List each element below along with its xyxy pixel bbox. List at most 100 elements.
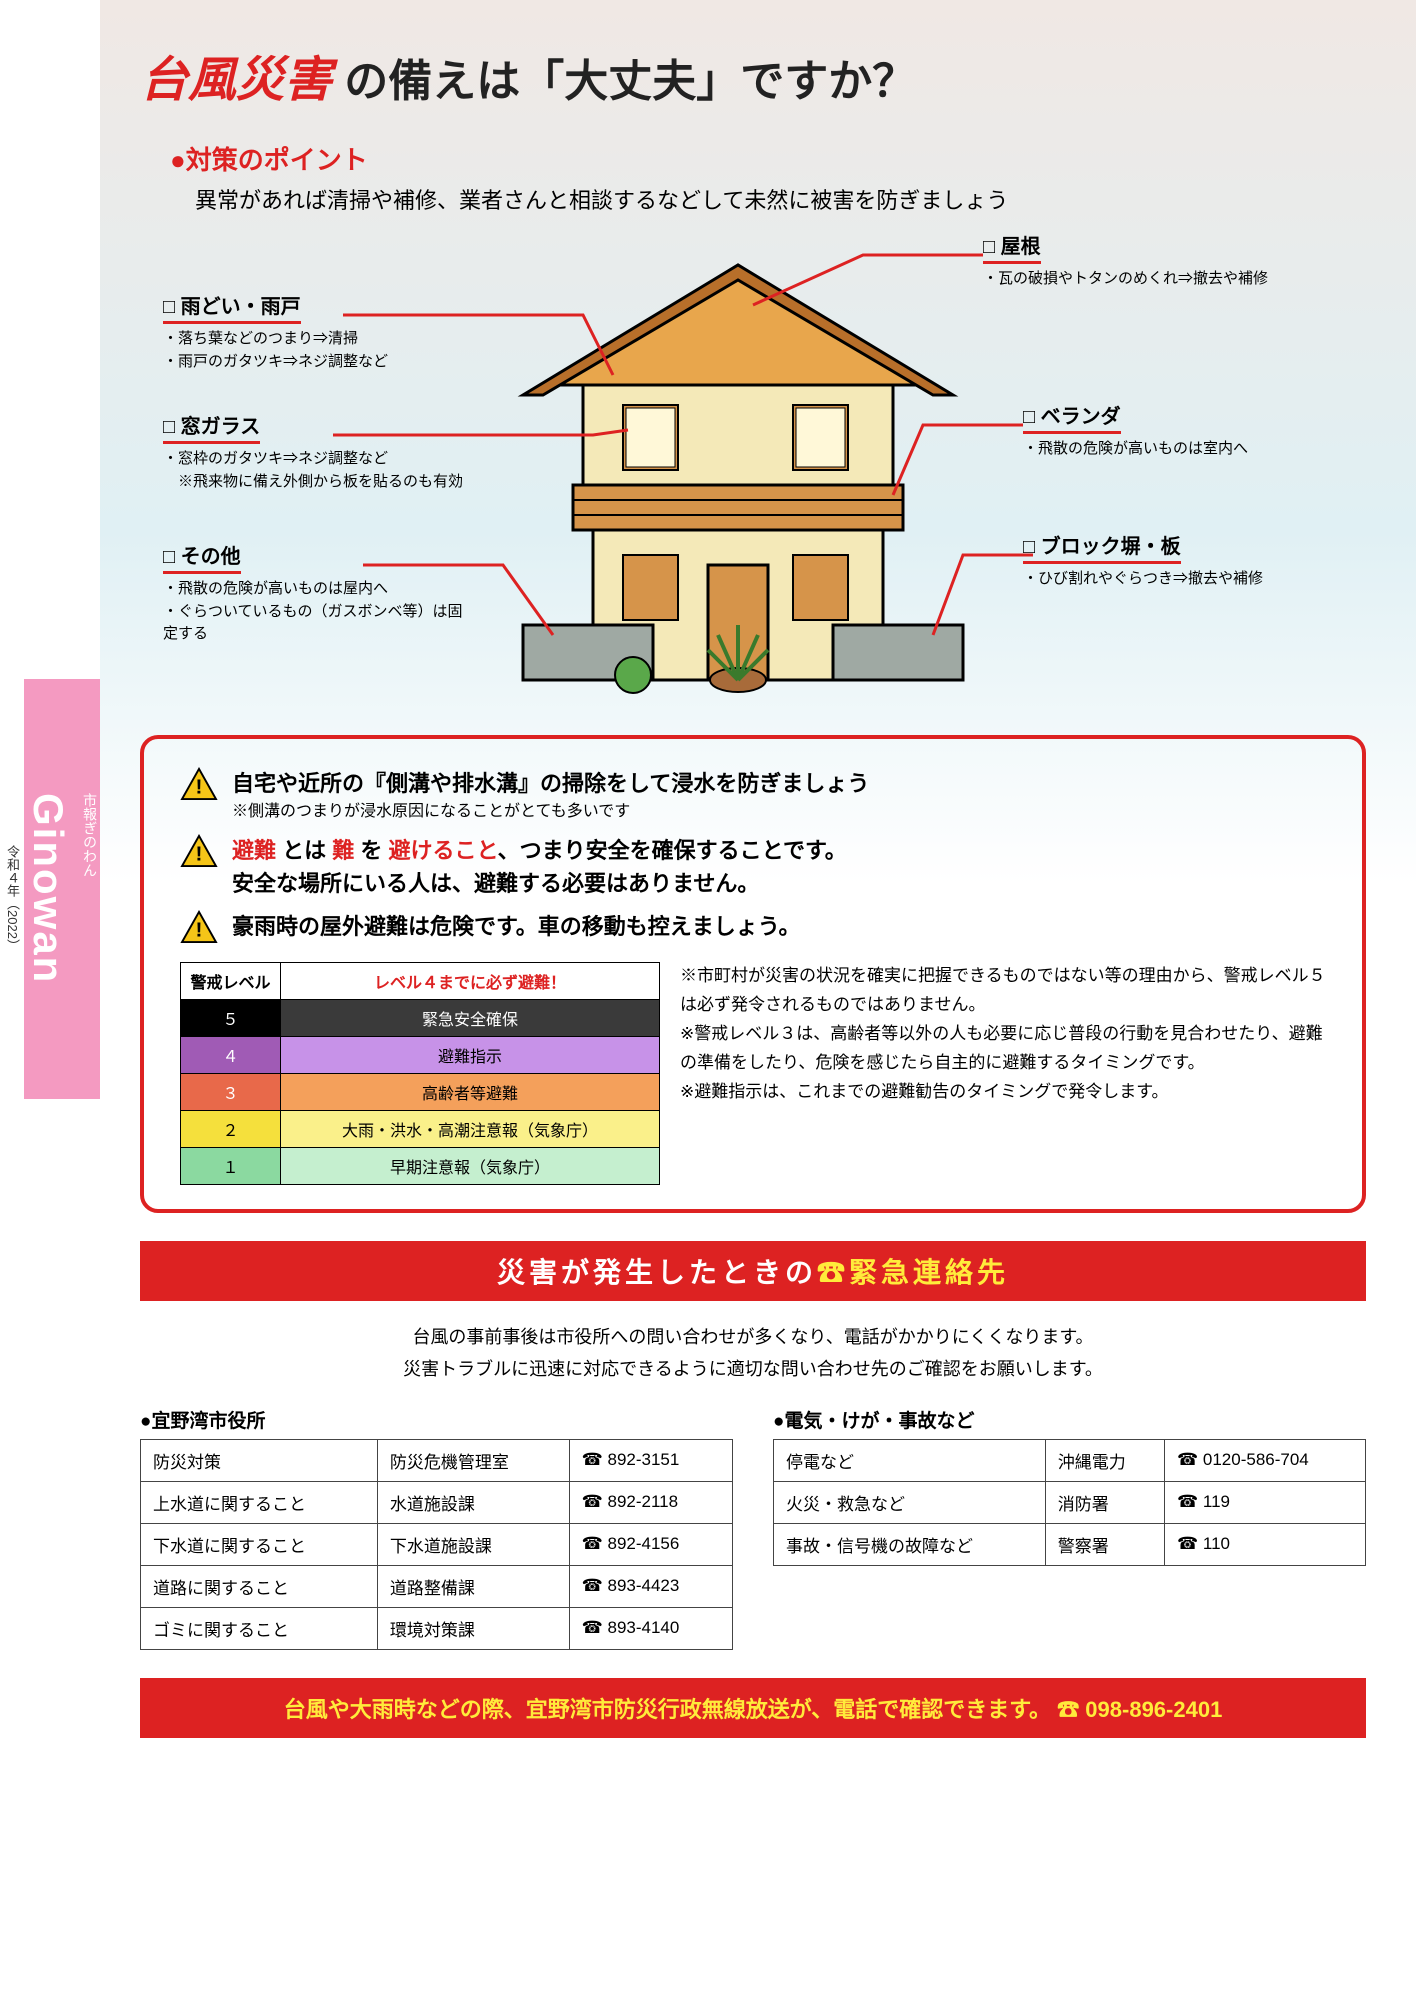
contact-topic: 火災・救急など (774, 1481, 1046, 1523)
page-title: 台風災害 の備えは「大丈夫」ですか？ (140, 40, 1366, 110)
level-num: ４ (181, 1037, 281, 1074)
sidebar-brand: Ginowan (24, 793, 72, 984)
house-icon (493, 255, 983, 705)
bottom-text: 台風や大雨時などの際、宜野湾市防災行政無線放送が、電話で確認できます。 (284, 1697, 1051, 1722)
contacts-right-table: 停電など沖縄電力☎ 0120-586-704 火災・救急など消防署☎ 119 事故・… (773, 1439, 1366, 1566)
contact-tel: ☎ 119 (1165, 1481, 1366, 1523)
level-text: 大雨・洪水・高潮注意報（気象庁） (281, 1111, 660, 1148)
callout-veranda: □ ベランダ ・飛散の危険が高いものは室内へ (1023, 400, 1333, 461)
level-num: ２ (181, 1111, 281, 1148)
level-num: １ (181, 1148, 281, 1185)
emergency-note: 台風の事前事後は市役所への問い合わせが多くなり、電話がかかりにくくなります。 災… (140, 1321, 1366, 1386)
contact-tel: ☎ 0120-586-704 (1165, 1439, 1366, 1481)
title-highlight: 台風災害 (140, 54, 332, 107)
issue-no: ７月号 No.724 (0, 845, 1, 952)
svg-text:!: ! (196, 842, 203, 865)
svg-text:!: ! (196, 918, 203, 941)
sidebar-issue: 令和４年（2022） ７月号 No.724 (0, 845, 24, 952)
contact-dept: 沖縄電力 (1045, 1439, 1164, 1481)
contact-dept: 水道施設課 (377, 1481, 569, 1523)
bottom-bar: 台風や大雨時などの際、宜野湾市防災行政無線放送が、電話で確認できます。 ☎ 09… (140, 1678, 1366, 1738)
level-text: 早期注意報（気象庁） (281, 1148, 660, 1185)
alert-1-sub: ※側溝のつまりが浸水原因になることがとても多いです (232, 800, 869, 824)
contact-tel: ☎ 892-4156 (569, 1523, 732, 1565)
warning-icon: ! (180, 910, 218, 944)
level-hdr-l: 警戒レベル (181, 963, 281, 1000)
points-heading: ●対策のポイント (170, 140, 1366, 177)
contact-dept: 消防署 (1045, 1481, 1164, 1523)
callout-gutter-body: ・落ち葉などのつまり⇒清掃 ・雨戸のガタツキ⇒ネジ調整など (163, 328, 463, 373)
contact-tel: ☎ 893-4140 (569, 1607, 732, 1649)
alert-2: ! 避難 とは 難 を 避けること、つまり安全を確保することです。 安全な場所に… (180, 834, 1326, 900)
callout-veranda-body: ・飛散の危険が高いものは室内へ (1023, 438, 1333, 461)
contact-topic: 道路に関すること (141, 1565, 378, 1607)
callout-block-body: ・ひび割れやぐらつき⇒撤去や補修 (1023, 568, 1333, 591)
contact-topic: 下水道に関すること (141, 1523, 378, 1565)
callout-glass-head: □ 窓ガラス (163, 410, 260, 444)
callout-other-head: □ その他 (163, 540, 241, 574)
issue-year: 令和４年（2022） (1, 845, 24, 952)
contact-topic: ゴミに関すること (141, 1607, 378, 1649)
contact-tel: ☎ 892-2118 (569, 1481, 732, 1523)
points-sub: 異常があれば清掃や補修、業者さんと相談するなどして未然に被害を防ぎましょう (195, 183, 1366, 215)
contacts-left: ●宜野湾市役所 防災対策防災危機管理室☎ 892-3151 上水道に関すること水道… (140, 1406, 733, 1650)
sidebar: 市報ぎのわん Ginowan 令和４年（2022） ７月号 No.724 ■ 編… (0, 0, 100, 1768)
contacts: ●宜野湾市役所 防災対策防災危機管理室☎ 892-3151 上水道に関すること水道… (140, 1406, 1366, 1650)
level-text: 高齢者等避難 (281, 1074, 660, 1111)
contact-topic: 防災対策 (141, 1439, 378, 1481)
emergency-bar: 災害が発生したときの☎緊急連絡先 (140, 1241, 1366, 1301)
alert-1: ! 自宅や近所の『側溝や排水溝』の掃除をして浸水を防ぎましょう ※側溝のつまりが… (180, 767, 1326, 824)
alert-3-text: 豪雨時の屋外避難は危険です。車の移動も控えましょう。 (232, 910, 800, 943)
callout-roof-head: □ 屋根 (983, 230, 1041, 264)
level-table: 警戒レベルレベル４までに必ず避難！ ５緊急安全確保４避難指示３高齢者等避難２大雨… (180, 962, 660, 1185)
callout-block-head: □ ブロック塀・板 (1023, 530, 1181, 564)
callout-glass: □ 窓ガラス ・窓枠のガタツキ⇒ネジ調整など ※飛来物に備え外側から板を貼るのも… (163, 410, 483, 493)
contact-tel: ☎ 893-4423 (569, 1565, 732, 1607)
level-num: ５ (181, 1000, 281, 1037)
title-rest: の備えは「大丈夫」ですか？ (332, 57, 916, 106)
level-notes: ※市町村が災害の状況を確実に把握できるものではない等の理由から、警戒レベル５は必… (680, 962, 1326, 1185)
callout-glass-body: ・窓枠のガタツキ⇒ネジ調整など ※飛来物に備え外側から板を貼るのも有効 (163, 448, 483, 493)
contact-dept: 道路整備課 (377, 1565, 569, 1607)
svg-text:!: ! (196, 775, 203, 798)
alert-box: ! 自宅や近所の『側溝や排水溝』の掃除をして浸水を防ぎましょう ※側溝のつまりが… (140, 735, 1366, 1213)
contact-dept: 警察署 (1045, 1523, 1164, 1565)
house-diagram: □ 屋根 ・瓦の破損やトタンのめくれ⇒撤去や補修 □ 雨どい・雨戸 ・落ち葉など… (163, 235, 1343, 715)
callout-block: □ ブロック塀・板 ・ひび割れやぐらつき⇒撤去や補修 (1023, 530, 1333, 591)
contact-dept: 防災危機管理室 (377, 1439, 569, 1481)
alert-3: ! 豪雨時の屋外避難は危険です。車の移動も控えましょう。 (180, 910, 1326, 944)
main-content: 台風災害 の備えは「大丈夫」ですか？ ●対策のポイント 異常があれば清掃や補修、… (100, 0, 1416, 1768)
contacts-left-head: ●宜野湾市役所 (140, 1406, 733, 1433)
level-section: 警戒レベルレベル４までに必ず避難！ ５緊急安全確保４避難指示３高齢者等避難２大雨… (180, 962, 1326, 1185)
level-text: 避難指示 (281, 1037, 660, 1074)
level-hdr-r: レベル４までに必ず避難！ (281, 963, 660, 1000)
contacts-right: ●電気・けが・事故など 停電など沖縄電力☎ 0120-586-704 火災・救急な… (773, 1406, 1366, 1650)
contact-tel: ☎ 110 (1165, 1523, 1366, 1565)
emergency-bar-tel: ☎緊急連絡先 (817, 1257, 1009, 1288)
contacts-left-table: 防災対策防災危機管理室☎ 892-3151 上水道に関すること水道施設課☎ 892… (140, 1439, 733, 1650)
callout-other: □ その他 ・飛散の危険が高いものは屋内へ ・ぐらついているもの（ガスボンベ等）… (163, 540, 473, 646)
bottom-tel: ☎ 098-896-2401 (1057, 1697, 1222, 1722)
alert-1-text: 自宅や近所の『側溝や排水溝』の掃除をして浸水を防ぎましょう (232, 767, 869, 800)
level-text: 緊急安全確保 (281, 1000, 660, 1037)
emergency-bar-text: 災害が発生したときの (497, 1257, 817, 1288)
contact-tel: ☎ 892-3151 (569, 1439, 732, 1481)
callout-gutter-head: □ 雨どい・雨戸 (163, 290, 301, 324)
sidebar-brand-block: 市報ぎのわん Ginowan (24, 679, 100, 1099)
contact-topic: 上水道に関すること (141, 1481, 378, 1523)
level-num: ３ (181, 1074, 281, 1111)
callout-veranda-head: □ ベランダ (1023, 400, 1121, 434)
contact-topic: 停電など (774, 1439, 1046, 1481)
warning-icon: ! (180, 834, 218, 868)
contact-dept: 環境対策課 (377, 1607, 569, 1649)
callout-roof-body: ・瓦の破損やトタンのめくれ⇒撤去や補修 (983, 268, 1333, 291)
callout-roof: □ 屋根 ・瓦の破損やトタンのめくれ⇒撤去や補修 (983, 230, 1333, 291)
callout-gutter: □ 雨どい・雨戸 ・落ち葉などのつまり⇒清掃 ・雨戸のガタツキ⇒ネジ調整など (163, 290, 463, 373)
sidebar-subtag: 市報ぎのわん (80, 793, 100, 984)
contact-dept: 下水道施設課 (377, 1523, 569, 1565)
alert-2-text: 避難 とは 難 を 避けること、つまり安全を確保することです。 安全な場所にいる… (232, 834, 847, 900)
contact-topic: 事故・信号機の故障など (774, 1523, 1046, 1565)
contacts-right-head: ●電気・けが・事故など (773, 1406, 1366, 1433)
warning-icon: ! (180, 767, 218, 801)
callout-other-body: ・飛散の危険が高いものは屋内へ ・ぐらついているもの（ガスボンベ等）は固定する (163, 578, 473, 646)
